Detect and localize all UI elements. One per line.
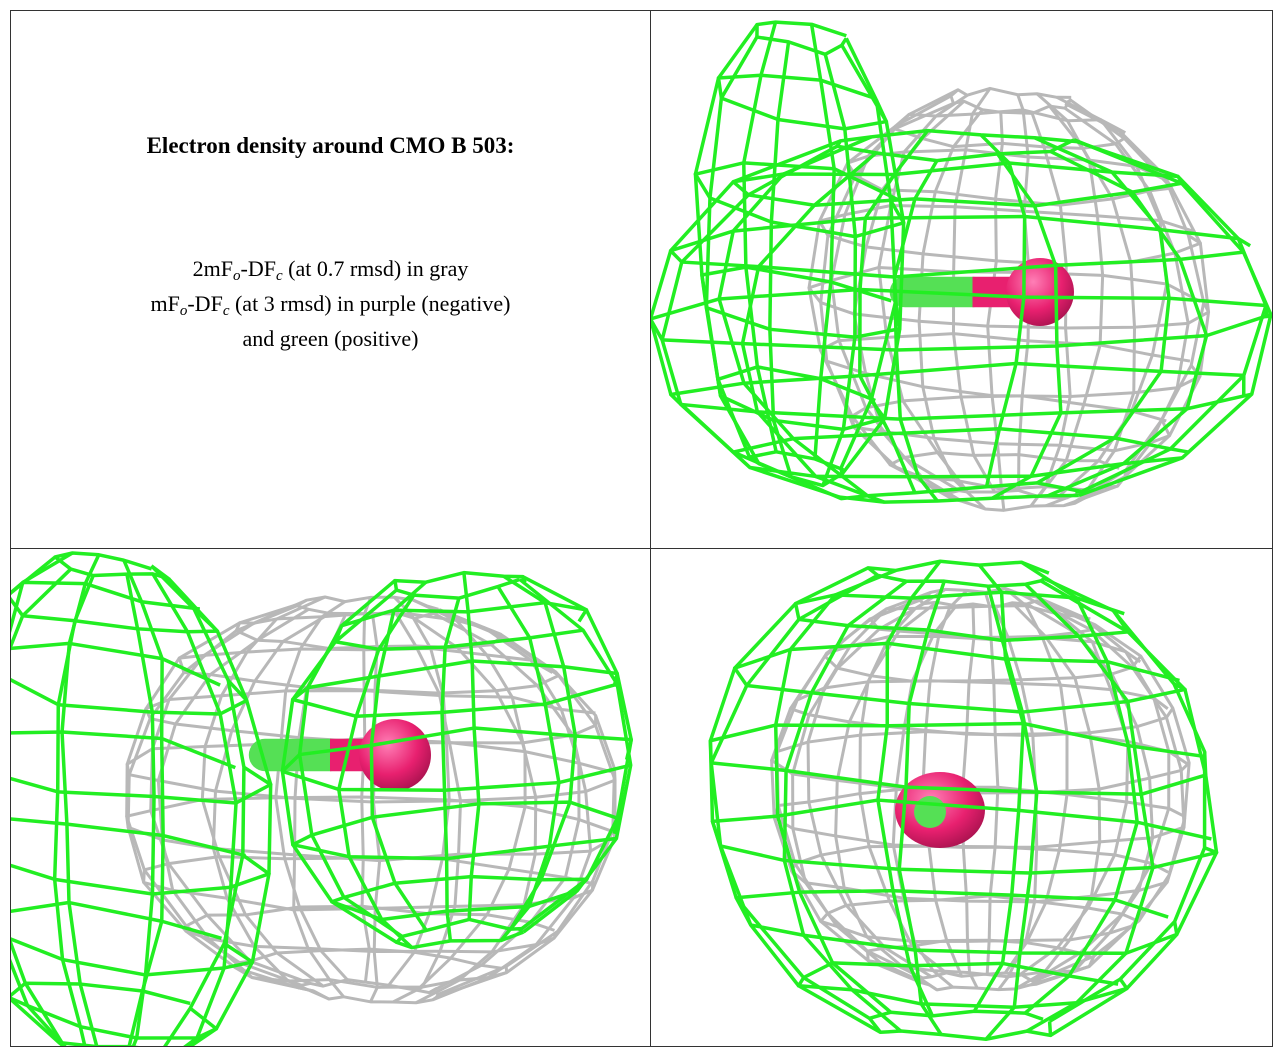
mesh-line — [122, 559, 165, 1046]
mesh-line — [877, 93, 969, 493]
mesh-line — [840, 44, 906, 475]
mesh-line — [821, 53, 858, 487]
mesh-line — [1020, 560, 1139, 1015]
mesh-line — [1010, 601, 1102, 991]
mesh-line — [700, 265, 902, 339]
mesh-line — [660, 144, 841, 499]
caption-title: Electron density around CMO B 503: — [146, 133, 515, 158]
mesh-line — [1076, 139, 1268, 494]
mesh-line — [782, 579, 908, 1033]
caption-line: mFo-DFc (at 3 rmsd) in purple (negative) — [11, 286, 650, 321]
text: -DF — [187, 291, 223, 316]
mesh-line — [1035, 92, 1105, 498]
mesh-line — [773, 568, 897, 1014]
caption-body: 2mFo-DFc (at 0.7 rmsd) in gray mFo-DFc (… — [11, 251, 650, 356]
mesh-line — [740, 151, 885, 504]
caption-line: 2mFo-DFc (at 0.7 rmsd) in gray — [11, 251, 650, 286]
mesh-line — [1024, 583, 1155, 1033]
density-panel — [11, 551, 633, 1046]
mesh-line — [717, 135, 873, 498]
density-panel — [651, 20, 1272, 512]
mesh-line — [986, 112, 1006, 511]
mesh-line — [280, 588, 398, 944]
mesh-line — [972, 564, 1026, 1013]
mesh-line — [897, 580, 946, 1036]
mesh-line — [11, 900, 255, 977]
density-panel — [708, 559, 1219, 1041]
mesh-line — [991, 152, 1063, 500]
mesh-line — [807, 94, 952, 496]
mesh-line — [11, 730, 273, 805]
mesh-line — [369, 580, 428, 932]
text: (at 0.7 rmsd) in gray — [282, 256, 469, 281]
mesh-line — [716, 73, 889, 131]
caption-cell: Electron density around CMO B 503: 2mFo-… — [11, 11, 650, 548]
mesh-line — [1033, 136, 1171, 485]
mesh-line — [337, 594, 416, 949]
mesh-line — [200, 595, 326, 988]
text: -DF — [240, 256, 276, 281]
mesh-line — [125, 573, 156, 1046]
mesh-line — [704, 36, 761, 465]
mesh-line — [151, 572, 238, 1046]
mesh-line — [742, 21, 778, 453]
mesh-line — [211, 612, 331, 1001]
subscript: c — [275, 268, 283, 284]
mesh-line — [979, 133, 1027, 488]
mesh-line — [496, 585, 561, 942]
mesh-line — [866, 559, 1050, 588]
mesh-line — [867, 1009, 1053, 1041]
mesh-line — [693, 23, 759, 458]
mesh-line — [11, 551, 74, 1044]
mesh-line — [768, 41, 793, 478]
mesh-line — [809, 24, 836, 460]
mesh-line — [1073, 138, 1272, 498]
mesh-line — [876, 560, 942, 1017]
mesh-line — [440, 597, 461, 942]
mesh-line — [437, 609, 617, 998]
mesh-line — [708, 566, 871, 1020]
subscript: o — [233, 268, 241, 284]
mesh-line — [709, 573, 882, 1034]
mesh-line — [1019, 593, 1130, 976]
mesh-line — [1047, 149, 1209, 498]
mesh-line — [651, 139, 842, 501]
mesh-line — [518, 578, 633, 934]
mesh-line — [983, 591, 1000, 975]
subscript: o — [179, 303, 188, 319]
mesh-line — [1040, 579, 1219, 1037]
mesh-line — [297, 579, 404, 938]
mesh-line — [292, 612, 348, 998]
mesh-line — [11, 817, 271, 896]
text: 2mF — [192, 256, 233, 281]
mesh-line — [11, 641, 249, 716]
mesh-line — [921, 589, 968, 977]
mesh-line — [839, 37, 898, 470]
mesh-line — [1003, 587, 1069, 974]
mesh-line — [427, 604, 581, 994]
mesh-line — [11, 555, 61, 1045]
mesh-line — [11, 580, 220, 634]
mesh-line — [149, 598, 311, 985]
mesh-line — [1043, 576, 1207, 1023]
mesh-line — [413, 617, 538, 1005]
mesh-line — [11, 981, 219, 1040]
caption-line: and green (positive) — [11, 321, 650, 356]
mesh-line — [462, 572, 481, 920]
mesh-line — [150, 564, 246, 1046]
mesh-line — [11, 567, 72, 1046]
text: and green (positive) — [242, 326, 419, 351]
mesh-line — [167, 577, 273, 1046]
mesh-line — [1035, 599, 1186, 986]
atom — [914, 796, 946, 828]
mesh-line — [184, 904, 559, 954]
mesh-line — [502, 574, 578, 931]
text: mF — [150, 291, 180, 316]
subscript: c — [222, 303, 230, 319]
mesh-line — [520, 575, 633, 931]
text: (at 3 rmsd) in purple (negative) — [229, 291, 511, 316]
mesh-line — [60, 554, 101, 1046]
